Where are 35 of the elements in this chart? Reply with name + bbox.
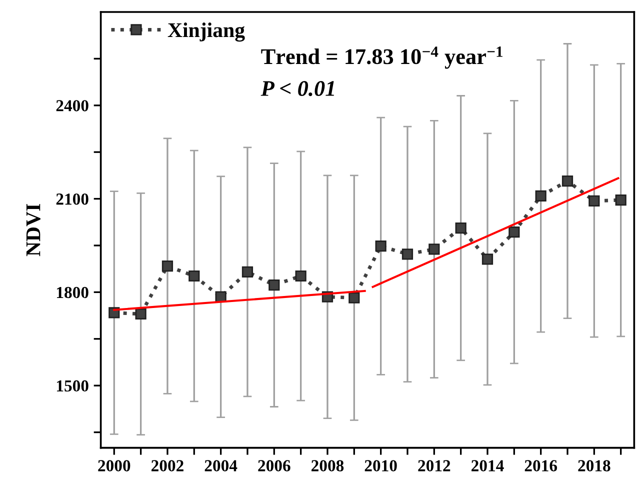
point [535,190,546,202]
annotation: P < 0.01 [260,81,334,96]
x-tick-label: 2010 [364,460,397,472]
point [135,308,146,320]
point [188,270,200,282]
x-tick-label: 2018 [578,460,610,472]
point [242,266,254,278]
x-tick-label: 2014 [472,460,504,472]
y-tick-label: 1500 [57,380,88,392]
point [562,175,574,187]
point [508,226,520,238]
annotation: Trend = 17.83 10$^{−4}$ year$^{−1}$ [261,46,502,69]
y-tick-label: 2400 [56,100,88,112]
point [268,279,280,291]
legend-label: Xinjiang [168,22,245,42]
point [402,248,414,260]
point [615,194,626,206]
point [162,260,174,272]
x-tick-label: 2008 [312,460,344,472]
point [482,254,494,265]
x-tick-label: 2016 [524,460,558,472]
x-tick-label: 2006 [258,460,290,472]
x-tick-label: 2012 [418,460,450,472]
y-tick-label: 1800 [57,286,88,298]
y-tick-label: 2100 [56,193,88,205]
point [588,195,600,207]
y-axis-title: NDVI [26,204,40,256]
point [348,292,360,304]
x-tick-label: 2004 [204,460,238,472]
point [295,270,306,282]
x-tick-label: 2000 [98,460,130,472]
point [375,240,386,252]
point [428,244,440,255]
x-tick-label: 2002 [152,460,184,472]
point [455,222,466,234]
